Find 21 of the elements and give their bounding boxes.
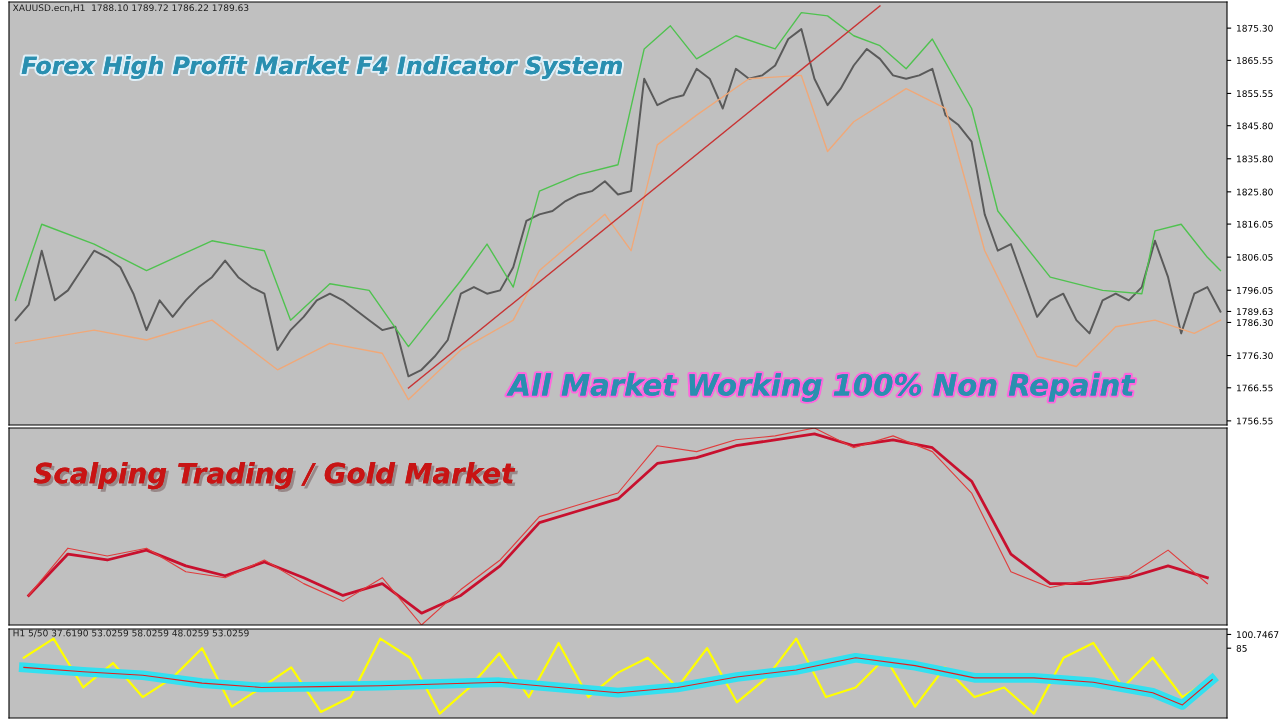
text: Scalping Trading / Gold Market: [33, 462, 518, 492]
y-tick-label: 1845.80: [1237, 122, 1273, 130]
y-tick-label: 1875.30: [1237, 24, 1273, 32]
y-tick-label: 1835.80: [1237, 155, 1273, 163]
y-tick-label: 1756.55: [1237, 417, 1273, 425]
y-tick-label: 1776.30: [1237, 352, 1273, 360]
y-tick-label: 1825.80: [1237, 188, 1273, 196]
y-tick-label: 1789.63: [1237, 308, 1273, 316]
annotation: XAUUSD.ecn,H1 1788.10 1789.72 1786.22 1789.63: [12, 4, 249, 13]
y-tick-label: 1796.05: [1237, 286, 1273, 294]
y-tick-label: 1786.30: [1237, 319, 1273, 327]
text: Forex High Profit Market F4 Indicator System: [21, 55, 622, 79]
y-tick-label: 1865.55: [1237, 57, 1273, 64]
y-tick-label: 85: [1236, 644, 1247, 652]
y-tick-label: 100.7467: [1237, 631, 1279, 639]
y-tick-label: 1855.55: [1237, 90, 1273, 97]
y-tick-label: 1806.05: [1237, 253, 1273, 261]
y-tick-label: 1766.55: [1237, 384, 1273, 392]
annotation: H1 5/50 37.6190 53.0259 58.0259 48.0259 53.0259: [13, 629, 249, 638]
annotation: All Market Working 100% Non Repaint: [506, 373, 1136, 402]
y-tick-label: 1816.05: [1237, 220, 1273, 228]
